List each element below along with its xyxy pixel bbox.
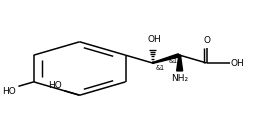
Text: NH₂: NH₂ [171,74,188,83]
Text: OH: OH [230,58,244,68]
Text: HO: HO [48,81,62,90]
Text: &1: &1 [169,58,178,64]
Polygon shape [152,54,181,63]
Text: OH: OH [147,35,161,44]
Text: O: O [203,35,210,45]
Polygon shape [177,55,183,71]
Text: HO: HO [2,87,16,96]
Text: &1: &1 [156,65,165,72]
